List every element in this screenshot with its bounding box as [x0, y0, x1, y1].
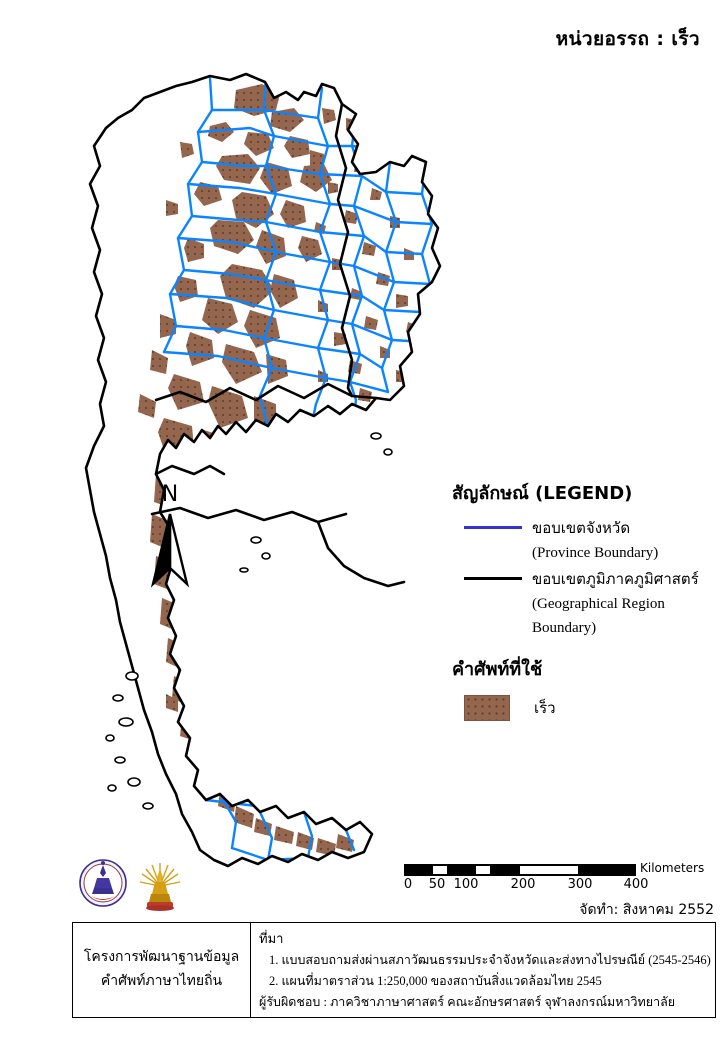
scale-tick-200: 200: [510, 877, 536, 892]
legend-item-region-boundary: ขอบเขตภูมิภาคภูมิศาสตร์ (Geographical Re…: [452, 568, 714, 641]
info-box-source-cell: ที่มา 1. แบบสอบถามส่งผ่านสภาวัฒนธรรมประจ…: [251, 923, 715, 1017]
scale-tick-100: 100: [453, 877, 479, 892]
scale-bar-unit: Kilometers: [640, 861, 705, 875]
legend-label-region-th: ขอบเขตภูมิภาคภูมิศาสตร์: [532, 571, 699, 588]
scale-tick-0: 0: [403, 877, 413, 892]
source-heading: ที่มา: [259, 931, 284, 946]
chulalongkorn-emblem-icon: [139, 863, 181, 911]
north-arrow: N: [135, 484, 205, 589]
scale-bar-graphic: Kilometers: [404, 861, 704, 876]
region-boundary-layer: [84, 72, 442, 868]
legend-label-province-th: ขอบเขตจังหวัด: [532, 521, 631, 537]
source-item-2: 2. แผนที่มาตราส่วน 1:250,000 ของสถาบันสิ…: [269, 973, 602, 988]
scale-tick-50: 50: [428, 877, 446, 892]
legend-title: สัญลักษณ์ (LEGEND): [452, 483, 633, 504]
legend-key-province: [452, 517, 532, 529]
legend-label-region-en2: Boundary): [532, 620, 597, 637]
legend-item-province-boundary: ขอบเขตจังหวัด (Province Boundary): [452, 517, 714, 566]
term-label-reo: เร็ว: [534, 701, 556, 718]
thailand-map[interactable]: [60, 70, 460, 870]
province-line-swatch: [464, 526, 522, 529]
north-arrow-icon: [150, 513, 190, 588]
scale-tick-300: 300: [567, 877, 593, 892]
info-box: โครงการพัฒนาฐานข้อมูล คำศัพท์ภาษาไทยถิ่น…: [72, 922, 716, 1018]
legend-item-term-reo: เร็ว: [452, 695, 714, 722]
north-arrow-label: N: [161, 482, 179, 507]
map-title: หน่วยอรรถ : เร็ว: [555, 28, 700, 50]
royal-crown-seal-icon: [79, 859, 127, 907]
scale-bar: Kilometers 0 50 100 200 300 400: [404, 861, 714, 895]
scale-bar-ticks: 0 50 100 200 300 400: [404, 877, 654, 895]
scale-tick-400: 400: [623, 877, 649, 892]
terms-title: คำศัพท์ที่ใช้: [452, 659, 543, 681]
map-date: จัดทำ: สิงหาคม 2552: [579, 902, 714, 918]
land-mass-north: [86, 74, 440, 866]
legend-label-region-en: (Geographical Region: [532, 595, 665, 612]
project-title-line1: โครงการพัฒนาฐานข้อมูล: [83, 949, 240, 965]
info-box-project-cell: โครงการพัฒนาฐานข้อมูล คำศัพท์ภาษาไทยถิ่น: [73, 923, 251, 1017]
region-line-swatch: [464, 576, 522, 580]
logo-group: [78, 858, 188, 914]
term-fill-swatch: [464, 695, 510, 722]
legend-key-region: [452, 568, 532, 580]
source-owner: ผู้รับผิดชอบ : ภาควิชาภาษาศาสตร์ คณะอักษ…: [259, 994, 676, 1009]
project-title-line2: คำศัพท์ภาษาไทยถิ่น: [100, 974, 223, 989]
islands-layer: [105, 432, 393, 810]
map-land-layer: [86, 74, 440, 866]
source-item-1: 1. แบบสอบถามส่งผ่านสภาวัฒนธรรมประจำจังหว…: [269, 953, 711, 967]
legend: สัญลักษณ์ (LEGEND) ขอบเขตจังหวัด (Provin…: [452, 478, 714, 722]
legend-label-province-en: (Province Boundary): [532, 545, 659, 562]
